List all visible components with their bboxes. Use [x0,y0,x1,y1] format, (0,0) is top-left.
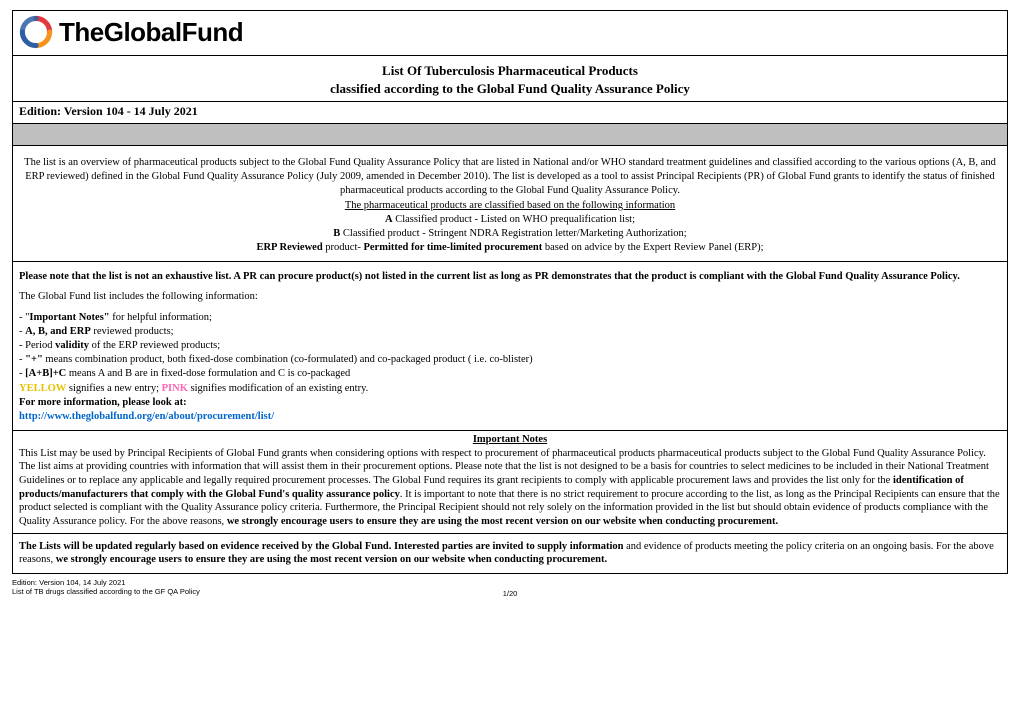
update-row: The Lists will be updated regularly base… [13,534,1007,573]
document-table: TheGlobalFund List Of Tuberculosis Pharm… [12,10,1008,574]
intro-paragraph: The list is an overview of pharmaceutica… [21,156,999,199]
page: TheGlobalFund List Of Tuberculosis Pharm… [0,0,1020,721]
logo-text: TheGlobalFund [59,17,243,48]
edition-text: Edition: Version 104 - 14 July 2021 [19,104,198,118]
title-line2: classified according to the Global Fund … [17,80,1003,98]
logo: TheGlobalFund [19,15,1001,49]
footer-line1: Edition: Version 104, 14 July 2021 [12,578,1008,587]
notes-includes: The Global Fund list includes the follow… [19,290,1001,304]
title-row: List Of Tuberculosis Pharmaceutical Prod… [13,56,1007,102]
class-erp-line: ERP Reviewed product- Permitted for time… [21,241,999,255]
edition-row: Edition: Version 104 - 14 July 2021 [13,102,1007,124]
class-a-line: A Classified product - Listed on WHO pre… [21,213,999,227]
logo-row: TheGlobalFund [13,11,1007,56]
notes-lead: Please note that the list is not an exha… [19,270,1001,284]
page-number: 1/20 [503,589,518,598]
procurement-link[interactable]: http://www.theglobalfund.org/en/about/pr… [19,411,274,422]
class-b-line: B Classified product - Stringent NDRA Re… [21,227,999,241]
notes-list: - "Important Notes" for helpful informat… [19,311,1001,424]
grey-band [13,124,1007,146]
notes-row: Please note that the list is not an exha… [13,262,1007,431]
notes-more: For more information, please look at: [19,396,1001,410]
page-footer: Edition: Version 104, 14 July 2021 List … [12,578,1008,596]
important-notes-row: Important Notes This List may be used by… [13,431,1007,533]
intro-underline: The pharmaceutical products are classifi… [345,200,675,211]
intro-row: The list is an overview of pharmaceutica… [13,146,1007,262]
globalfund-logo-icon [19,15,53,49]
title-line1: List Of Tuberculosis Pharmaceutical Prod… [17,62,1003,80]
important-heading: Important Notes [19,433,1001,447]
